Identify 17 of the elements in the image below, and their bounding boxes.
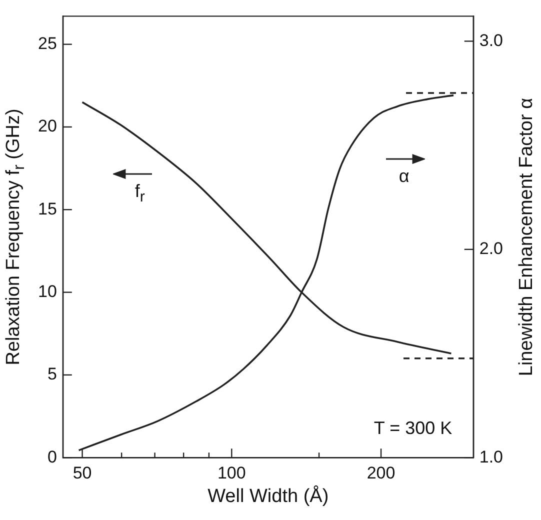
x-tick-label: 50 <box>72 463 92 482</box>
annotation: α <box>398 166 410 188</box>
y2-tick-label: 3.0 <box>479 30 504 50</box>
y-tick-label: 25 <box>38 34 57 53</box>
x-tick-label: 100 <box>217 463 246 482</box>
annotation: T = 300 K <box>374 418 452 440</box>
y2-tick-label: 1.0 <box>479 447 504 466</box>
x-axis-title: Well Width (Å) <box>208 486 329 508</box>
y-tick-label: 15 <box>38 199 57 218</box>
y-tick-label: 20 <box>38 116 57 136</box>
y-tick-label: 10 <box>38 282 57 301</box>
y2-axis-title: Linewidth Enhancement Factor α <box>516 98 538 376</box>
y-tick-label: 0 <box>47 447 57 466</box>
x-tick-label: 200 <box>366 463 396 482</box>
annotation: f$_{r}$ <box>134 181 145 206</box>
y2-tick-label: 2.0 <box>479 239 504 258</box>
y-tick-label: 5 <box>47 364 57 384</box>
